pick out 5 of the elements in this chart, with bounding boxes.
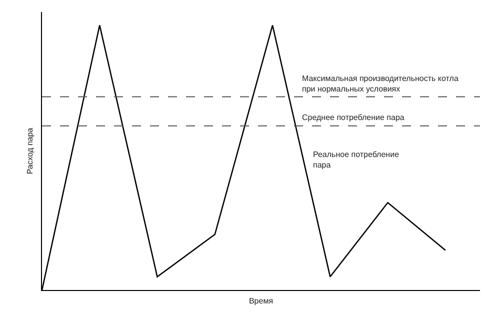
ref-line-label: Среднее потребление пара: [302, 113, 405, 122]
ref-line-label: Максимальная производительность котла при нормальных условиях: [302, 74, 459, 94]
y-axis-title: Расход пара: [26, 127, 35, 174]
annotation: Реальное потребление пара: [313, 150, 400, 170]
x-axis-title: Время: [248, 296, 274, 306]
